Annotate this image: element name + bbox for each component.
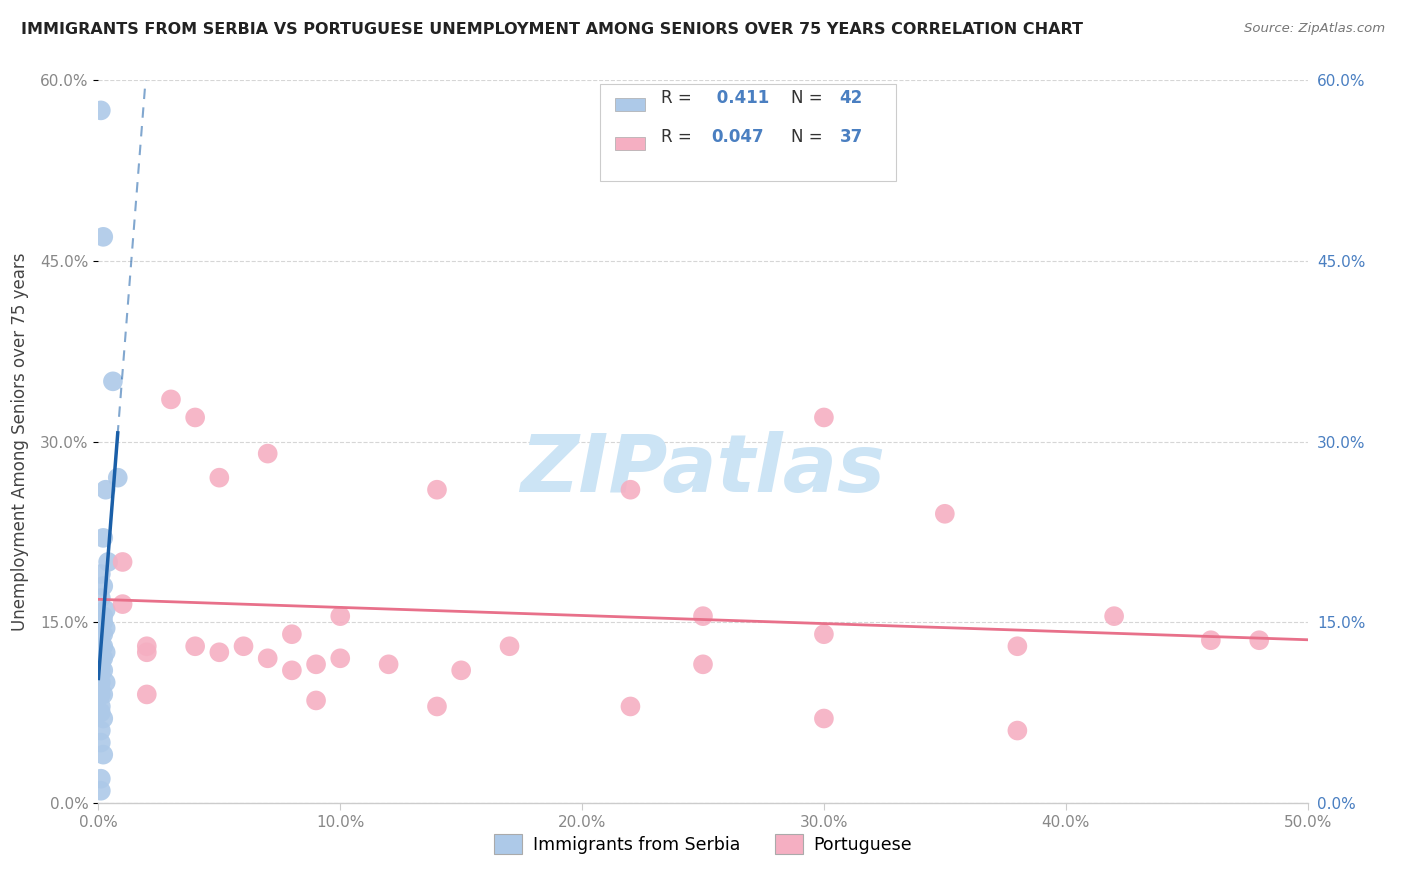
Point (305, 693, 328, 707)
Point (305, 657, 328, 672)
Point (329, 651, 352, 665)
Point (619, 699, 641, 714)
Point (91, 579, 114, 593)
Point (111, 597, 134, 611)
Point (692, 657, 714, 672)
Point (91, 639, 114, 653)
Point (256, 651, 278, 665)
FancyBboxPatch shape (614, 98, 645, 112)
Text: N =: N = (792, 89, 828, 107)
Point (281, 627, 304, 641)
Point (90, 784, 112, 798)
Text: ZIPatlas: ZIPatlas (520, 432, 886, 509)
Point (1249, 633, 1271, 648)
Point (111, 555, 134, 569)
Point (94, 675, 117, 690)
Point (94, 483, 117, 497)
Point (91, 651, 114, 665)
Text: Source: ZipAtlas.com: Source: ZipAtlas.com (1244, 22, 1385, 36)
Point (90, 664, 112, 678)
Point (934, 507, 956, 521)
Text: R =: R = (661, 89, 697, 107)
Point (208, 470, 231, 484)
Point (232, 639, 254, 653)
Point (91, 531, 114, 545)
Legend: Immigrants from Serbia, Portuguese: Immigrants from Serbia, Portuguese (485, 825, 921, 863)
Point (90, 699, 112, 714)
Point (91, 664, 114, 678)
Point (1199, 633, 1222, 648)
Text: 0.411: 0.411 (711, 89, 769, 107)
Point (91, 747, 114, 762)
Text: 42: 42 (839, 89, 863, 107)
Point (1007, 639, 1029, 653)
Point (184, 639, 207, 653)
Point (90, 723, 112, 738)
Text: 0.047: 0.047 (711, 128, 763, 146)
Point (90, 591, 112, 605)
Text: N =: N = (792, 128, 828, 146)
Point (90, 633, 112, 648)
Point (94, 645, 117, 659)
Point (281, 664, 304, 678)
Point (90, 627, 112, 641)
Point (90, 103, 112, 118)
FancyBboxPatch shape (600, 84, 897, 181)
Point (498, 639, 520, 653)
Text: 37: 37 (839, 128, 863, 146)
Point (91, 712, 114, 726)
Point (94, 621, 117, 635)
Point (90, 657, 112, 672)
Point (813, 627, 835, 641)
Point (90, 687, 112, 701)
Point (90, 627, 112, 641)
Point (184, 410, 207, 425)
Point (91, 230, 114, 244)
Point (90, 639, 112, 653)
Point (208, 645, 231, 659)
Point (426, 483, 449, 497)
Point (377, 657, 399, 672)
Point (1102, 609, 1125, 624)
Point (91, 627, 114, 641)
Point (90, 772, 112, 786)
Text: R =: R = (661, 128, 697, 146)
Point (813, 410, 835, 425)
Point (91, 615, 114, 630)
Point (90, 675, 112, 690)
Point (90, 706, 112, 720)
Point (135, 645, 157, 659)
Point (101, 374, 124, 388)
Point (107, 470, 129, 484)
Point (90, 567, 112, 582)
Point (135, 687, 157, 701)
Point (90, 651, 112, 665)
Point (450, 664, 472, 678)
Point (90, 609, 112, 624)
Point (692, 609, 714, 624)
Point (426, 699, 449, 714)
Point (256, 446, 278, 460)
Y-axis label: Unemployment Among Seniors over 75 years: Unemployment Among Seniors over 75 years (11, 252, 30, 631)
Point (94, 603, 117, 617)
Point (619, 483, 641, 497)
Point (91, 687, 114, 701)
Point (97, 555, 120, 569)
Point (813, 712, 835, 726)
Point (91, 609, 114, 624)
Point (135, 639, 157, 653)
Point (1007, 723, 1029, 738)
Point (329, 609, 352, 624)
FancyBboxPatch shape (614, 136, 645, 151)
Point (160, 392, 183, 407)
Point (90, 651, 112, 665)
Point (90, 735, 112, 749)
Text: IMMIGRANTS FROM SERBIA VS PORTUGUESE UNEMPLOYMENT AMONG SENIORS OVER 75 YEARS CO: IMMIGRANTS FROM SERBIA VS PORTUGUESE UNE… (21, 22, 1083, 37)
Point (90, 639, 112, 653)
Point (90, 615, 112, 630)
